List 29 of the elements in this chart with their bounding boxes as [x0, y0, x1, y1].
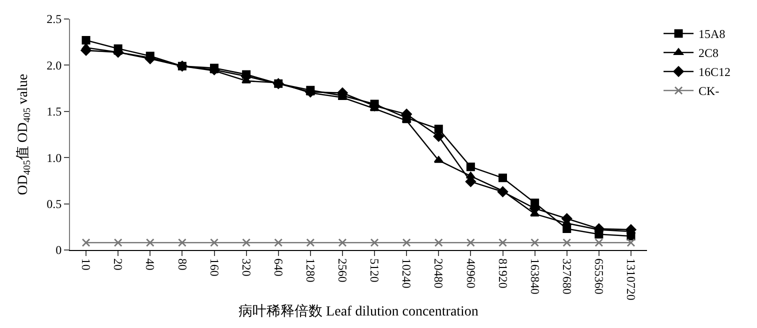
- x-tick-label: 10: [79, 258, 94, 270]
- x-tick-label: 40960: [464, 258, 478, 288]
- x-tick-label: 81920: [496, 258, 510, 288]
- y-tick-label: 2.0: [46, 58, 62, 72]
- legend-label: 16C12: [698, 65, 731, 80]
- x-tick-label: 20: [111, 258, 126, 270]
- y-tick-label: 1.5: [46, 104, 62, 119]
- x-tick-label: 640: [271, 258, 286, 276]
- x-tick-label: 20480: [432, 258, 446, 288]
- y-tick-label: 0: [56, 243, 62, 258]
- x-tick-label: 327680: [560, 258, 574, 294]
- legend-label: CK-: [698, 84, 720, 98]
- x-tick-label: 160: [207, 258, 222, 276]
- x-tick-label: 40: [143, 258, 158, 270]
- x-tick-label: 10240: [400, 258, 414, 288]
- y-tick-label: 0.5: [46, 197, 62, 211]
- legend-label: 15A8: [698, 27, 726, 42]
- x-tick-label: 163840: [528, 258, 542, 294]
- x-tick-label: 5120: [368, 258, 382, 282]
- y-tick-label: 2.5: [46, 12, 62, 26]
- legend-label: 2C8: [698, 46, 719, 60]
- x-tick-label: 655360: [592, 258, 606, 294]
- y-tick-label: 1.0: [46, 150, 62, 165]
- x-tick-label: 320: [239, 258, 254, 276]
- x-tick-label: 80: [175, 258, 190, 270]
- x-tick-label: 1280: [304, 258, 318, 282]
- x-tick-label: 1310720: [624, 258, 638, 300]
- x-axis-title: 病叶稀释倍数 Leaf dilution concentration: [238, 304, 478, 320]
- x-tick-label: 2560: [336, 258, 350, 282]
